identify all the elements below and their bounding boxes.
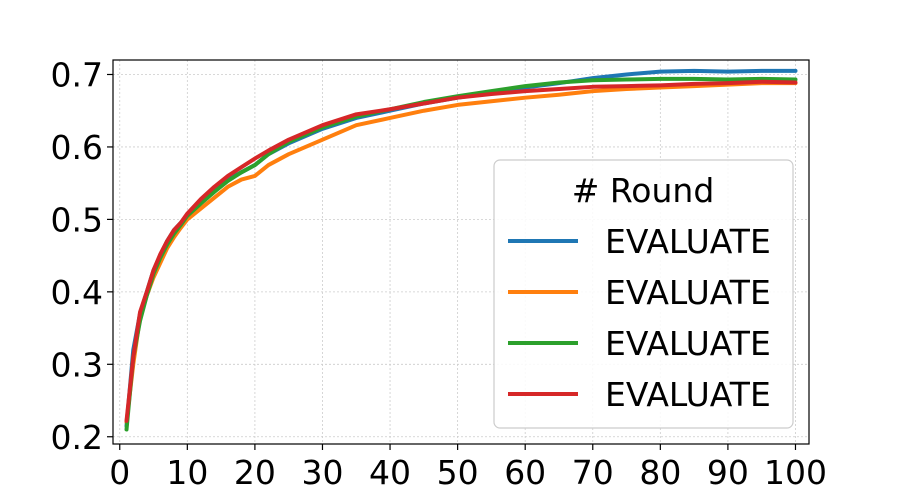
legend: # Round EVALUATE EVALUATE EVALUATE EVALUATE — [493, 159, 794, 429]
legend-entries: EVALUATE EVALUATE EVALUATE EVALUATE — [508, 222, 771, 414]
legend-box — [493, 159, 794, 429]
x-tick-label: 40 — [369, 453, 411, 492]
series-layer — [124, 68, 798, 432]
x-tick-label: 80 — [639, 453, 681, 492]
y-tick-label: 0.3 — [51, 345, 103, 384]
y-tick-label: 0.4 — [51, 273, 103, 312]
legend-title: # Round — [572, 171, 715, 210]
legend-label-3: EVALUATE — [605, 324, 771, 363]
x-tick-label: 90 — [707, 453, 749, 492]
plot-frame — [112, 59, 810, 445]
y-tick-label: 0.2 — [51, 418, 103, 457]
x-tick-label: 30 — [301, 453, 343, 492]
x-tick-label: 20 — [234, 453, 276, 492]
legend-label-2: EVALUATE — [605, 273, 771, 312]
x-tick-label: 60 — [504, 453, 546, 492]
y-tick-label: 0.5 — [51, 200, 103, 239]
x-tick-label: 50 — [437, 453, 479, 492]
y-tick-label: 0.6 — [51, 128, 103, 167]
y-tick-label: 0.7 — [51, 55, 103, 94]
x-tick-label: 70 — [572, 453, 614, 492]
legend-label-1: EVALUATE — [605, 222, 771, 261]
tick-layer: 0 10 20 30 40 50 60 70 80 90 100 0.2 0.3 0.4 0.5 0.6 0.7 — [51, 55, 827, 492]
x-tick-label: 10 — [166, 453, 208, 492]
series-line-2 — [124, 81, 798, 425]
series-line-4 — [124, 79, 798, 423]
x-tick-label: 100 — [764, 453, 827, 492]
legend-label-4: EVALUATE — [605, 375, 771, 414]
x-tick-label: 0 — [109, 453, 130, 492]
